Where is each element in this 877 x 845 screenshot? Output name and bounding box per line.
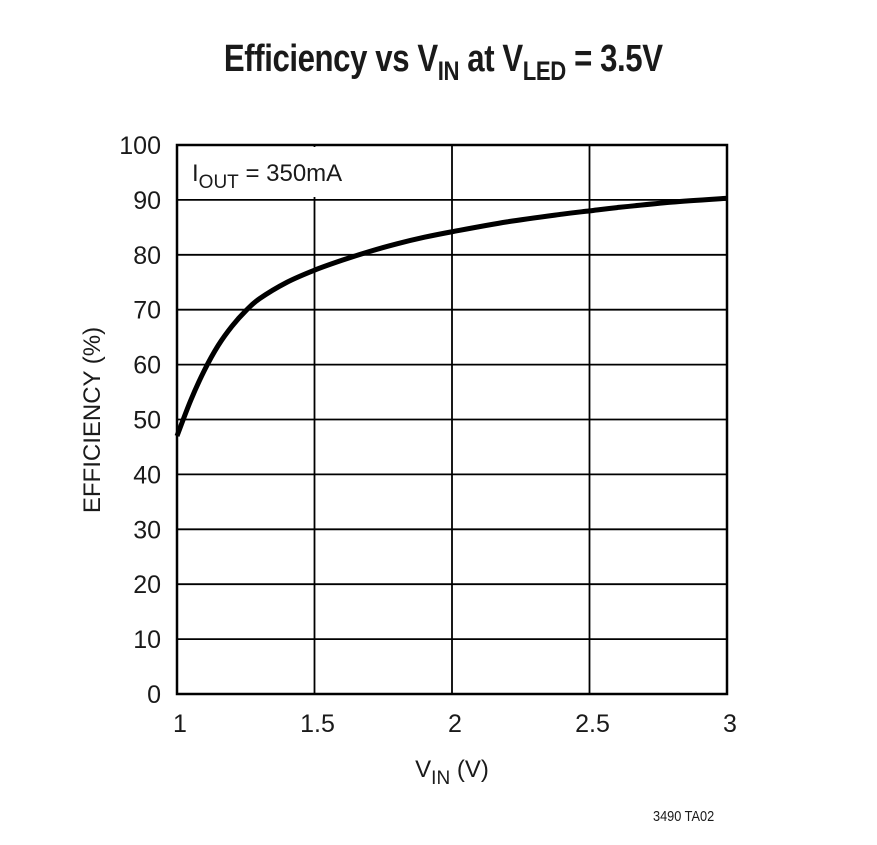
- y-tick-label: 100: [119, 132, 161, 160]
- x-tick-label: 2.5: [575, 710, 610, 738]
- y-tick-label: 40: [133, 461, 161, 489]
- y-tick-label: 10: [133, 626, 161, 654]
- x-tick-labels: 1 1.5 2 2.5 3: [173, 710, 737, 738]
- title-text-mid: at V: [459, 38, 523, 80]
- y-tick-label: 80: [133, 242, 161, 270]
- y-axis-label: EFFICIENCY (%): [79, 327, 106, 513]
- figure-code: 3490 TA02: [653, 808, 715, 825]
- title-subscript-led: LED: [522, 56, 566, 86]
- y-tick-label: 70: [133, 297, 161, 325]
- y-tick-label: 20: [133, 571, 161, 599]
- title-text: Efficiency vs V: [223, 38, 438, 80]
- y-tick-label: 30: [133, 516, 161, 544]
- y-tick-label: 0: [147, 681, 161, 709]
- title-subscript-in: IN: [437, 56, 460, 86]
- x-tick-label: 3: [723, 710, 737, 738]
- grid-lines: [176, 144, 728, 695]
- x-tick-label: 1.5: [300, 710, 335, 738]
- y-tick-label: 90: [133, 187, 161, 215]
- y-tick-labels: 0 10 20 30 40 50 60 70 80 90 100: [119, 132, 161, 709]
- annotation-background: [179, 147, 361, 197]
- chart-title: Efficiency vs VIN at VLED = 3.5V: [84, 38, 803, 87]
- y-tick-label: 50: [133, 407, 161, 435]
- title-text-suffix: = 3.5V: [565, 38, 663, 80]
- efficiency-curve: [174, 195, 728, 437]
- x-tick-label: 2: [448, 710, 462, 738]
- x-tick-label: 1: [173, 710, 187, 738]
- x-axis-label: VIN (V): [415, 756, 489, 789]
- plot-frame: [175, 143, 729, 696]
- y-tick-label: 60: [133, 352, 161, 380]
- iout-annotation: IOUT = 350mA: [192, 160, 342, 193]
